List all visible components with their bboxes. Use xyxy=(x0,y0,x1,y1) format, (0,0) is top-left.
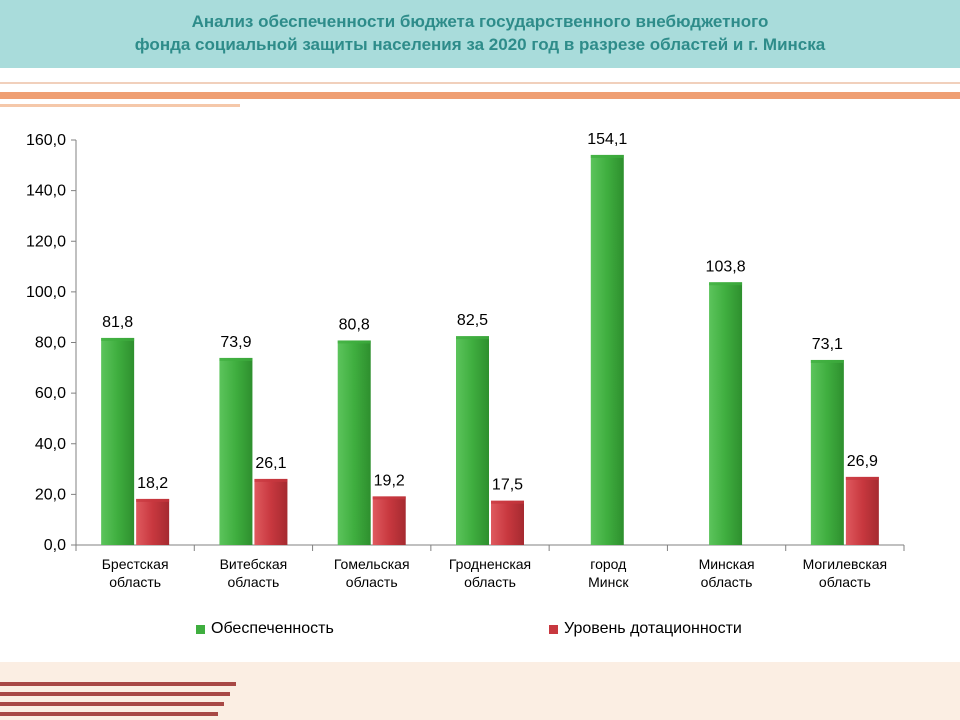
data-label: 73,1 xyxy=(812,336,843,353)
x-tick-label: область xyxy=(701,574,753,590)
data-label: 18,2 xyxy=(137,475,168,492)
bar xyxy=(590,154,624,545)
chart-legend: Обеспеченность Уровень дотационности xyxy=(0,620,960,642)
x-tick-label: область xyxy=(228,574,280,590)
bar-top xyxy=(219,357,253,361)
y-tick-label: 0,0 xyxy=(44,537,66,554)
bar-top xyxy=(810,359,844,363)
legend-swatch xyxy=(549,624,558,634)
bar xyxy=(845,476,879,545)
title-line-2: фонда социальной защиты населения за 202… xyxy=(134,35,826,54)
legend-label: Обеспеченность xyxy=(211,620,334,637)
data-label: 17,5 xyxy=(492,477,523,494)
bar xyxy=(136,498,170,545)
bar xyxy=(810,359,844,545)
title-line-1: Анализ обеспеченности бюджета государств… xyxy=(191,12,769,31)
data-label: 103,8 xyxy=(706,258,746,275)
bar-top xyxy=(845,476,879,480)
bar-top xyxy=(456,336,489,340)
y-tick-label: 100,0 xyxy=(26,284,66,301)
bar-top xyxy=(101,337,135,341)
data-label: 19,2 xyxy=(374,472,405,489)
y-tick-label: 160,0 xyxy=(26,132,66,149)
bar xyxy=(337,340,371,545)
bar xyxy=(254,478,288,545)
data-label: 26,9 xyxy=(847,453,878,470)
data-label: 80,8 xyxy=(339,316,370,333)
data-label: 81,8 xyxy=(102,314,133,331)
header-band xyxy=(0,0,960,68)
decorative-stripes-top xyxy=(0,78,960,118)
x-tick-label: Гомельская xyxy=(334,556,410,572)
y-tick-label: 120,0 xyxy=(26,233,66,250)
bar-top xyxy=(254,478,288,482)
bar xyxy=(101,337,135,545)
x-tick-label: Гродненская xyxy=(449,556,531,572)
bar-top xyxy=(136,498,170,502)
y-tick-label: 80,0 xyxy=(35,335,66,352)
x-tick-label: Могилевская xyxy=(803,556,888,572)
data-label: 154,1 xyxy=(587,131,627,148)
bar-top xyxy=(590,154,624,158)
bar xyxy=(372,496,406,545)
y-tick-label: 40,0 xyxy=(35,436,66,453)
page-title: Анализ обеспеченности бюджета государств… xyxy=(0,10,960,56)
x-tick-label: область xyxy=(819,574,871,590)
legend-item: Обеспеченность xyxy=(196,620,334,638)
bar xyxy=(219,357,253,545)
x-tick-label: область xyxy=(109,574,161,590)
data-label: 26,1 xyxy=(255,455,286,472)
bar xyxy=(709,282,743,545)
y-tick-label: 60,0 xyxy=(35,385,66,402)
y-tick-label: 140,0 xyxy=(26,183,66,200)
bar-top xyxy=(337,340,371,344)
bar-top xyxy=(709,282,743,286)
x-tick-label: Минск xyxy=(588,574,629,590)
x-tick-label: Минская xyxy=(699,556,755,572)
bar xyxy=(456,336,489,545)
x-tick-label: Брестская xyxy=(102,556,169,572)
bar-top xyxy=(491,500,524,504)
decorative-stripes-bottom xyxy=(0,662,960,720)
legend-swatch xyxy=(196,624,205,634)
x-tick-label: область xyxy=(346,574,398,590)
data-label: 82,5 xyxy=(457,312,488,329)
x-tick-label: область xyxy=(464,574,516,590)
legend-item: Уровень дотационности xyxy=(549,620,742,638)
y-tick-label: 20,0 xyxy=(35,486,66,503)
legend-label: Уровень дотационности xyxy=(564,620,742,637)
bar-top xyxy=(372,496,406,500)
bar xyxy=(491,500,524,545)
x-tick-label: город xyxy=(590,556,626,572)
x-tick-label: Витебская xyxy=(220,556,288,572)
data-label: 73,9 xyxy=(220,334,251,351)
